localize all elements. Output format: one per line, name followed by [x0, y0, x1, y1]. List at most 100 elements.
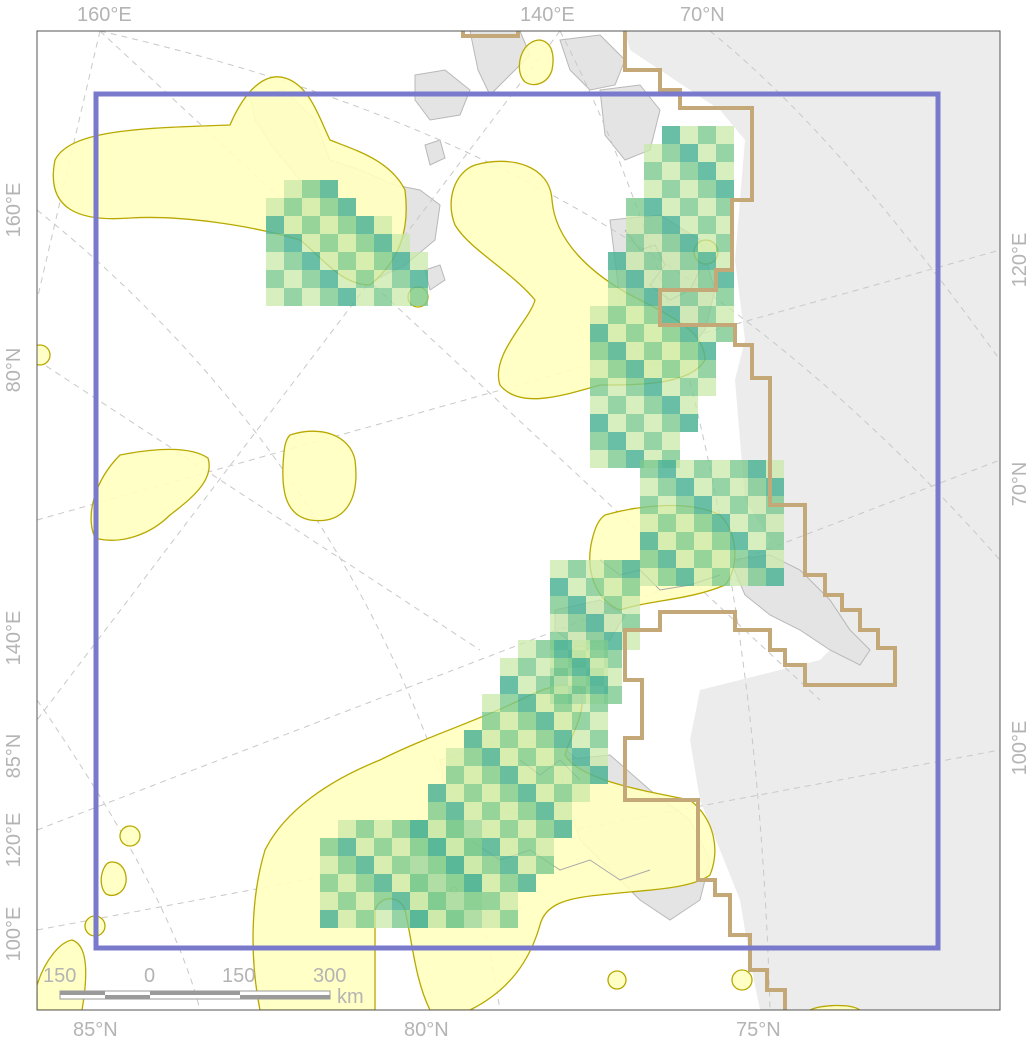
- scale-unit: km: [337, 986, 364, 1008]
- grid-cell: [374, 910, 392, 928]
- grid-cell: [392, 856, 410, 874]
- grid-cell: [694, 532, 712, 550]
- grid-cell: [662, 342, 680, 360]
- grid-cell: [698, 234, 716, 252]
- grid-cell: [748, 568, 766, 586]
- grid-cell: [590, 658, 608, 676]
- zone-dot-1: [119, 825, 141, 847]
- label-right-0: 120°E: [1009, 232, 1031, 288]
- grid-cell: [626, 432, 644, 450]
- grid-cell: [482, 910, 500, 928]
- grid-cell: [356, 892, 374, 910]
- grid-cell: [482, 766, 500, 784]
- grid-cell: [644, 396, 662, 414]
- grid-cell: [730, 496, 748, 514]
- grid-cell: [518, 640, 536, 658]
- grid-cell: [626, 342, 644, 360]
- grid-cell: [392, 820, 410, 838]
- grid-cell: [622, 560, 640, 578]
- grid-cell: [500, 820, 518, 838]
- zone-dot-5: [518, 39, 554, 86]
- grid-cell: [662, 432, 680, 450]
- grid-cell: [554, 766, 572, 784]
- grid-cell: [586, 578, 604, 596]
- grid-cell: [500, 784, 518, 802]
- grid-cell: [464, 730, 482, 748]
- grid-cell: [716, 162, 734, 180]
- grid-cell: [748, 496, 766, 514]
- grid-cell: [428, 892, 446, 910]
- grid-cell: [572, 748, 590, 766]
- grid-cell: [716, 180, 734, 198]
- grid-cell: [464, 910, 482, 928]
- grid-cell: [680, 306, 698, 324]
- grid-cell: [536, 730, 554, 748]
- grid-cell: [622, 614, 640, 632]
- grid-cell: [644, 306, 662, 324]
- grid-cell: [338, 838, 356, 856]
- grid-cell: [698, 270, 716, 288]
- grid-cell: [428, 802, 446, 820]
- grid-cell: [554, 694, 572, 712]
- grid-cell: [500, 658, 518, 676]
- grid-cell: [644, 360, 662, 378]
- grid-cell: [604, 650, 622, 668]
- grid-cell: [698, 126, 716, 144]
- grid-cell: [748, 532, 766, 550]
- grid-cell: [680, 288, 698, 306]
- grid-cell: [626, 414, 644, 432]
- grid-cell: [410, 838, 428, 856]
- grid-cell: [604, 578, 622, 596]
- grid-cell: [608, 252, 626, 270]
- scale-tick-3: 300: [313, 965, 347, 987]
- zone-dot-9: [731, 969, 753, 991]
- grid-cell: [518, 784, 536, 802]
- grid-cell: [698, 252, 716, 270]
- grid-cell: [446, 874, 464, 892]
- grid-cell: [626, 198, 644, 216]
- grid-cell: [748, 460, 766, 478]
- grid-cell: [626, 324, 644, 342]
- scale-bar: [59, 990, 331, 1000]
- grid-cell: [464, 820, 482, 838]
- grid-cell: [658, 460, 676, 478]
- grid-cell: [608, 270, 626, 288]
- grid-cell: [482, 838, 500, 856]
- grid-cell: [662, 360, 680, 378]
- grid-cell: [482, 694, 500, 712]
- grid-cell: [410, 892, 428, 910]
- grid-cell: [446, 802, 464, 820]
- grid-cell: [482, 712, 500, 730]
- grid-cell: [694, 568, 712, 586]
- grid-cell: [356, 856, 374, 874]
- grid-cell: [640, 514, 658, 532]
- grid-cell: [428, 874, 446, 892]
- grid-cell: [554, 820, 572, 838]
- grid-cell: [730, 460, 748, 478]
- zone-dot-4: [37, 344, 51, 366]
- grid-cell: [626, 378, 644, 396]
- grid-cell: [680, 324, 698, 342]
- grid-cell: [482, 730, 500, 748]
- grid-cell: [676, 460, 694, 478]
- grid-cell: [608, 360, 626, 378]
- grid-cell: [698, 378, 716, 396]
- grid-cell: [698, 144, 716, 162]
- grid-cell: [608, 306, 626, 324]
- grid-cell: [392, 252, 410, 270]
- grid-cell: [356, 252, 374, 270]
- grid-cell: [590, 640, 608, 658]
- grid-cell: [338, 874, 356, 892]
- grid-cell: [680, 234, 698, 252]
- grid-cell: [500, 694, 518, 712]
- grid-cell: [662, 306, 680, 324]
- grid-cell: [712, 514, 730, 532]
- grid-cell: [608, 432, 626, 450]
- grid-cell: [658, 550, 676, 568]
- grid-cell: [518, 820, 536, 838]
- grid-cell: [482, 748, 500, 766]
- grid-cell: [446, 892, 464, 910]
- grid-cell: [662, 288, 680, 306]
- grid-cell: [320, 856, 338, 874]
- grid-cell: [536, 820, 554, 838]
